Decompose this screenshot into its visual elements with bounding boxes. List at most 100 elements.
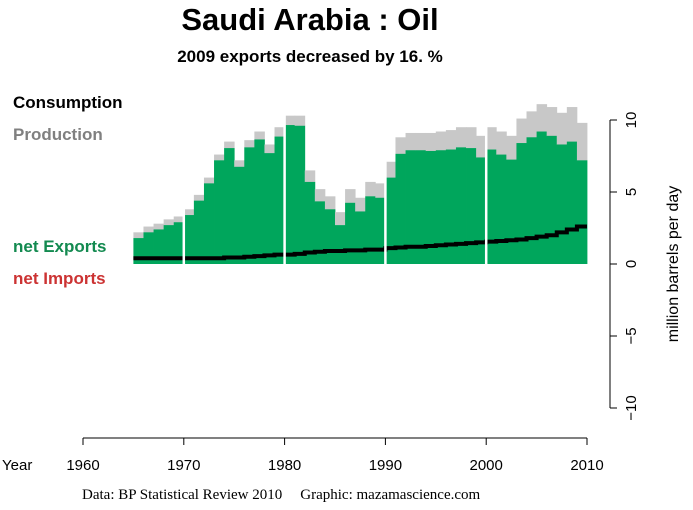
production-bar [294, 115, 306, 127]
production-bar [486, 127, 497, 150]
production-bar [375, 183, 386, 199]
net-exports-bar [183, 215, 195, 264]
net-exports-bar [486, 149, 497, 264]
net-exports-bar [254, 139, 265, 264]
production-bar [254, 131, 265, 140]
net-exports-bar [153, 229, 165, 264]
net-exports-bar [536, 131, 548, 264]
production-bar [274, 127, 285, 137]
y-tick-label: 10 [623, 112, 640, 129]
production-bar [506, 135, 517, 160]
net-exports-bar [415, 150, 427, 264]
net-exports-bar [345, 202, 356, 264]
production-bar [163, 219, 175, 226]
net-exports-bar [526, 137, 537, 264]
legend-net-imports: net Imports [13, 269, 106, 288]
chart-title: Saudi Arabia : Oil [181, 2, 439, 37]
source-note: Data: BP Statistical Review 2010 Graphic:… [82, 487, 582, 504]
net-exports-bar [193, 200, 205, 264]
production-bar [385, 161, 396, 178]
y-tick-label: −5 [623, 327, 640, 344]
x-axis-title: Year [2, 457, 32, 474]
net-exports-bar [324, 209, 336, 264]
production-bar [476, 135, 487, 158]
net-exports-bar [203, 183, 215, 264]
production-bar [264, 144, 275, 154]
net-exports-bar [224, 148, 235, 264]
production-bar [183, 209, 195, 216]
net-exports-bar [133, 238, 144, 264]
production-bar [415, 132, 427, 151]
net-exports-bar [496, 154, 507, 264]
production-bar [203, 177, 215, 184]
production-bar [153, 223, 165, 230]
net-exports-bar [335, 225, 346, 264]
x-tick-label: 1960 [66, 457, 99, 474]
net-exports-bar [385, 177, 396, 264]
production-bar [455, 127, 467, 148]
net-exports-bar [244, 147, 255, 264]
net-exports-bar [173, 222, 185, 264]
x-tick-label: 1980 [268, 457, 301, 474]
production-bar [193, 194, 205, 201]
production-bar [214, 154, 225, 161]
production-bar [345, 189, 356, 204]
x-tick-label: 1990 [369, 457, 402, 474]
production-bar [556, 112, 568, 145]
net-exports-bar [274, 136, 285, 264]
x-tick-label: 1970 [167, 457, 200, 474]
net-exports-bar [264, 153, 275, 264]
net-exports-bar [576, 160, 588, 264]
production-bar [546, 107, 558, 137]
production-bar [244, 140, 255, 148]
production-bar [284, 115, 296, 126]
y-axis: 10 5 0 −5 −10 million barrels per day [609, 112, 682, 421]
production-bar [445, 130, 457, 150]
net-exports-bar [365, 196, 376, 264]
net-exports-bar [546, 135, 558, 264]
production-bar [576, 122, 588, 161]
net-exports-bar [284, 125, 296, 264]
net-exports-bar [435, 150, 447, 264]
net-exports-bar [556, 144, 568, 264]
net-exports-bar [163, 225, 175, 264]
net-exports-bar [143, 232, 154, 264]
production-bar [335, 212, 346, 226]
production-bar [526, 111, 537, 138]
legend-net-exports: net Exports [13, 237, 107, 256]
y-tick-label: 5 [623, 188, 640, 196]
chart-subtitle: 2009 exports decreased by 16. % [177, 47, 443, 66]
production-bar [435, 131, 447, 151]
net-exports-bar [455, 147, 467, 264]
y-axis-title: million barrels per day [665, 186, 682, 343]
x-axis: 1960 1970 1980 1990 2000 2010 Year [2, 437, 604, 474]
net-exports-bar [304, 181, 316, 264]
production-bar [405, 132, 417, 151]
production-bar [143, 226, 154, 233]
legend-consumption: Consumption [13, 93, 123, 112]
graphic-credit-text: Graphic: mazamascience.com [300, 487, 481, 503]
production-bar [314, 189, 326, 202]
y-tick-label: −10 [623, 395, 640, 420]
production-bar [466, 127, 477, 149]
net-exports-bar [234, 166, 245, 264]
production-bar [536, 104, 548, 132]
production-bar [395, 137, 406, 155]
x-tick-label: 2000 [470, 457, 503, 474]
production-bar [224, 141, 235, 149]
net-exports-bar [314, 201, 326, 264]
legend-production: Production [13, 125, 103, 144]
y-tick-label: 0 [623, 260, 640, 268]
production-bar [566, 107, 578, 142]
decade-lines [182, 108, 488, 264]
production-bar [516, 118, 527, 144]
net-exports-bar [516, 143, 527, 264]
production-bar [173, 216, 185, 223]
net-exports-bar [445, 149, 457, 264]
production-bar [425, 132, 437, 152]
net-exports-bar [405, 150, 417, 264]
net-exports-bar [425, 150, 437, 264]
net-exports-bar [506, 159, 517, 264]
data-source-text: Data: BP Statistical Review 2010 [82, 487, 283, 503]
